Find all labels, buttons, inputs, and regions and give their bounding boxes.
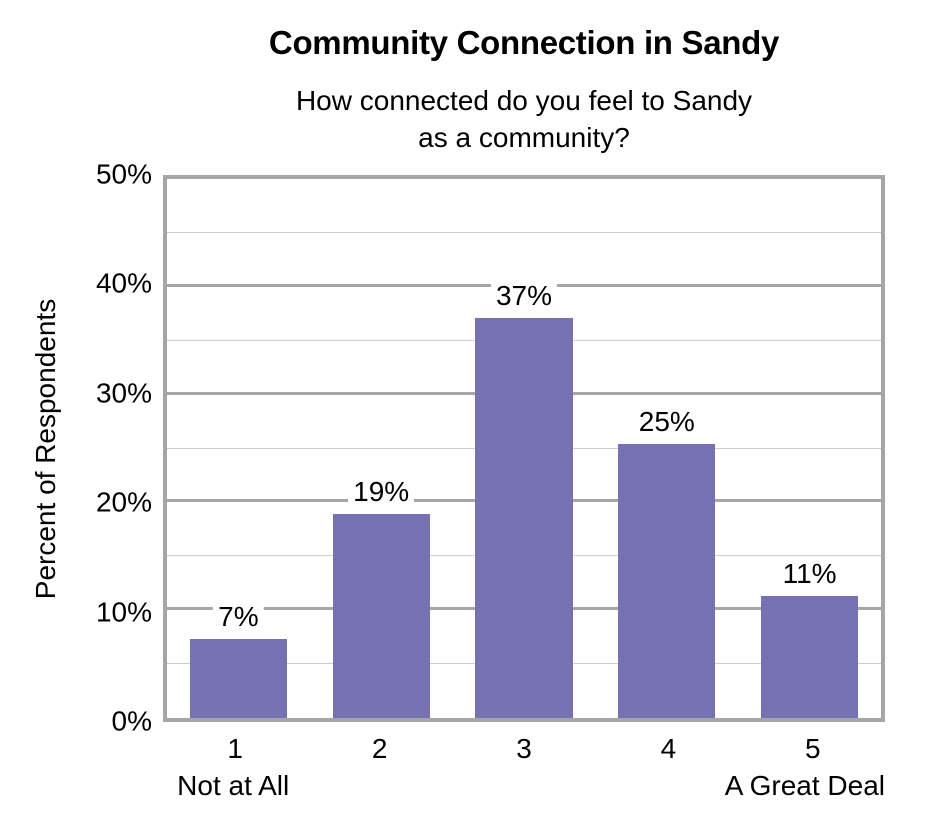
- x-axis-tick-labels: 1 2 3 4 5: [163, 733, 885, 765]
- x-axis-anchor-label: [303, 770, 443, 802]
- bar: [475, 318, 573, 718]
- bar-slot: 37%: [453, 179, 596, 718]
- bar-value-label: 11%: [777, 559, 842, 590]
- bar-series: 7% 19% 37% 25% 11%: [167, 179, 881, 718]
- bar-slot: 25%: [595, 179, 738, 718]
- x-tick-label: 3: [516, 733, 532, 764]
- bar: [189, 639, 287, 718]
- y-tick-label: 50%: [95, 158, 152, 190]
- bar-slot: 11%: [738, 179, 881, 718]
- x-tick-label: 4: [660, 733, 677, 764]
- y-tick-label: 20%: [95, 486, 152, 518]
- chart-subtitle-line-1: How connected do you feel to Sandy: [295, 85, 753, 116]
- plot-area: 7% 19% 37% 25% 11%: [163, 175, 885, 722]
- y-tick-label: 10%: [95, 595, 152, 627]
- bar-value-label: 37%: [490, 281, 558, 312]
- gridline-minor: [167, 231, 881, 233]
- y-tick-label: 0%: [111, 705, 152, 737]
- bar: [332, 514, 430, 718]
- bar: [761, 596, 859, 718]
- x-axis-sublabels: Not at All A Great Deal: [163, 770, 885, 802]
- bar-value-label: 7%: [213, 602, 264, 633]
- x-axis-anchor-label: A Great Deal: [724, 770, 885, 801]
- bar-value-label: 19%: [348, 477, 415, 508]
- x-tick-label: 5: [805, 733, 821, 764]
- bar-slot: 7%: [167, 179, 310, 718]
- chart-subtitle-line-2: as a community?: [418, 122, 630, 153]
- x-axis-anchor-label: [584, 770, 724, 802]
- x-tick-label: 2: [371, 733, 388, 764]
- x-axis-anchor-label: [444, 770, 584, 802]
- x-tick-label: 1: [227, 733, 243, 764]
- x-axis-anchor-label: Not at All: [177, 770, 290, 801]
- bar-value-label: 25%: [633, 407, 700, 438]
- bar-slot: 19%: [310, 179, 453, 718]
- chart-title: Community Connection in Sandy: [268, 24, 780, 61]
- bar: [618, 444, 716, 718]
- chart-subtitle: How connected do you feel to Sandy as a …: [163, 82, 885, 156]
- y-tick-label: 40%: [95, 267, 152, 299]
- y-tick-label: 30%: [95, 377, 152, 409]
